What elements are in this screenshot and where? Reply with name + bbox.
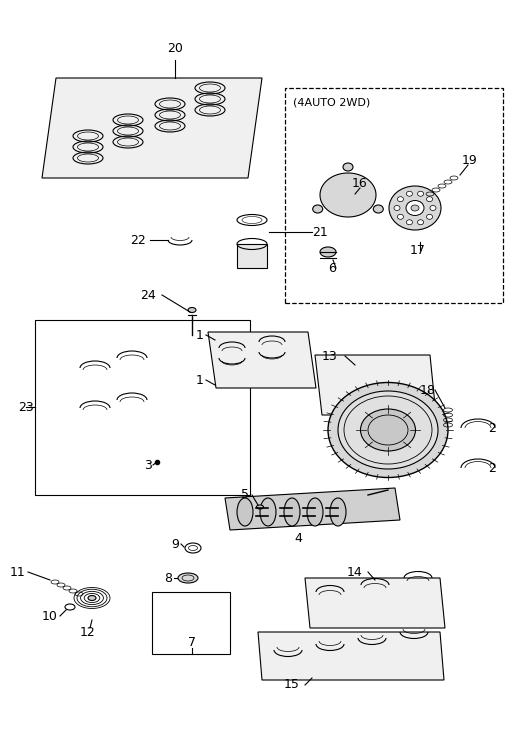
Ellipse shape xyxy=(411,205,419,211)
Polygon shape xyxy=(42,78,262,178)
Polygon shape xyxy=(320,173,376,217)
Ellipse shape xyxy=(427,214,433,219)
Ellipse shape xyxy=(342,190,354,200)
Ellipse shape xyxy=(88,596,96,601)
Text: 13: 13 xyxy=(322,349,338,362)
Text: 16: 16 xyxy=(352,176,368,190)
Text: 1: 1 xyxy=(196,373,204,386)
Text: 2: 2 xyxy=(488,421,496,434)
Ellipse shape xyxy=(427,197,433,202)
Ellipse shape xyxy=(284,498,300,526)
Text: 19: 19 xyxy=(462,154,478,166)
Ellipse shape xyxy=(320,247,336,257)
Polygon shape xyxy=(315,355,436,415)
Text: 17: 17 xyxy=(410,243,426,257)
Text: 8: 8 xyxy=(164,572,172,585)
Ellipse shape xyxy=(329,193,333,197)
Polygon shape xyxy=(305,578,445,628)
Text: 24: 24 xyxy=(140,289,156,302)
Text: 12: 12 xyxy=(80,625,96,639)
Ellipse shape xyxy=(260,498,276,526)
Text: 22: 22 xyxy=(130,233,146,246)
Text: 11: 11 xyxy=(10,566,26,579)
Ellipse shape xyxy=(237,498,253,526)
Ellipse shape xyxy=(406,219,412,225)
Ellipse shape xyxy=(394,206,400,211)
Bar xyxy=(237,244,267,268)
Text: 23: 23 xyxy=(18,400,34,413)
Ellipse shape xyxy=(354,182,359,185)
Text: 20: 20 xyxy=(167,42,183,55)
Ellipse shape xyxy=(328,383,448,477)
Ellipse shape xyxy=(361,409,416,451)
Text: 7: 7 xyxy=(188,636,196,649)
Text: 5: 5 xyxy=(241,488,249,502)
Polygon shape xyxy=(208,332,316,388)
Ellipse shape xyxy=(178,573,198,583)
Text: 15: 15 xyxy=(284,679,300,692)
Text: 2: 2 xyxy=(488,461,496,475)
Ellipse shape xyxy=(389,186,441,230)
Text: 6: 6 xyxy=(328,262,336,275)
Bar xyxy=(285,88,503,303)
Ellipse shape xyxy=(337,182,342,185)
Ellipse shape xyxy=(307,498,323,526)
Polygon shape xyxy=(225,488,400,530)
Polygon shape xyxy=(258,632,444,680)
Ellipse shape xyxy=(354,205,359,208)
Text: 1: 1 xyxy=(196,329,204,341)
Ellipse shape xyxy=(343,163,353,171)
Ellipse shape xyxy=(337,205,342,208)
Text: 3: 3 xyxy=(144,459,152,472)
Ellipse shape xyxy=(406,191,412,196)
Ellipse shape xyxy=(338,391,438,469)
Text: 14: 14 xyxy=(347,566,363,579)
Ellipse shape xyxy=(397,214,403,219)
Text: (4AUTO 2WD): (4AUTO 2WD) xyxy=(293,97,370,107)
Ellipse shape xyxy=(257,505,264,509)
Text: 9: 9 xyxy=(171,537,179,550)
Ellipse shape xyxy=(418,191,424,196)
Ellipse shape xyxy=(188,308,196,313)
Ellipse shape xyxy=(430,206,436,211)
Ellipse shape xyxy=(397,197,403,202)
Ellipse shape xyxy=(373,205,384,213)
Ellipse shape xyxy=(418,219,424,225)
Text: 4: 4 xyxy=(294,531,302,545)
Bar xyxy=(35,320,250,495)
Text: 10: 10 xyxy=(42,609,58,623)
Text: 21: 21 xyxy=(312,225,328,238)
Text: 18: 18 xyxy=(420,383,436,397)
Ellipse shape xyxy=(363,193,367,197)
Ellipse shape xyxy=(406,200,424,216)
Ellipse shape xyxy=(330,498,346,526)
Bar xyxy=(152,592,230,654)
Ellipse shape xyxy=(313,205,323,213)
